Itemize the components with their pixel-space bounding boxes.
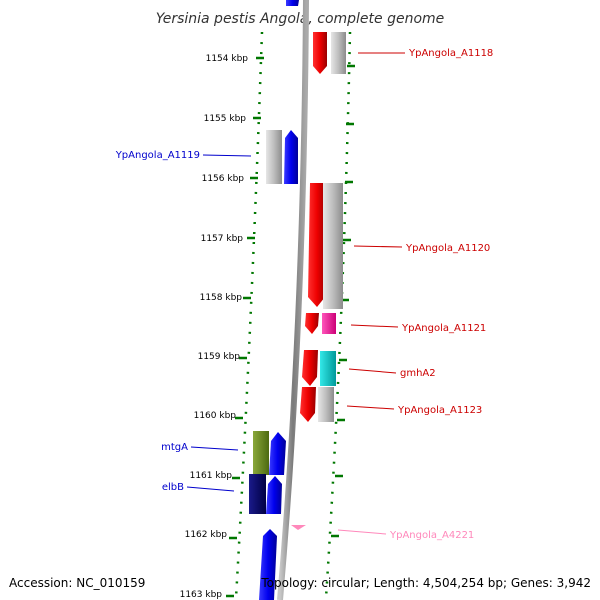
gene-label[interactable]: mtgA <box>161 442 188 453</box>
gene-arrow-YpAngola_A1123[interactable] <box>300 387 316 422</box>
tick-label: 1156 kbp <box>202 174 245 184</box>
genome-backbone <box>277 0 309 600</box>
accession-text: Accession: NC_010159 <box>9 576 145 590</box>
tick-label: 1159 kbp <box>198 352 241 362</box>
tick-label: 1155 kbp <box>204 114 247 124</box>
gene-label[interactable]: YpAngola_A1119 <box>115 150 200 161</box>
gene-arrow-elbB[interactable] <box>266 476 282 514</box>
gene-cog-box <box>322 313 336 334</box>
tick-label: 1154 kbp <box>206 54 249 64</box>
gene-cog-box <box>253 431 269 475</box>
gene-cog-box <box>318 387 334 422</box>
gene-cog-box <box>320 351 336 386</box>
map-title: Yersinia pestis Angola, complete genome <box>156 11 445 27</box>
genome-summary-text: Topology: circular; Length: 4,504,254 bp… <box>260 576 591 590</box>
gene-labels: YpAngola_A1118 YpAngola_A1119 YpAngola_A… <box>115 48 494 541</box>
tick-marks <box>226 56 355 598</box>
gene-arrow-gmhA2[interactable] <box>302 350 318 386</box>
tick-label: 1157 kbp <box>201 234 244 244</box>
gene-label[interactable]: YpAngola_A1118 <box>408 48 493 59</box>
tick-label: 1160 kbp <box>194 411 237 421</box>
gene-label[interactable]: YpAngola_A1121 <box>401 323 486 334</box>
tick-label: 1161 kbp <box>190 471 233 481</box>
gene-arrow-YpAngola_A4221[interactable] <box>291 525 306 530</box>
gene-label[interactable]: YpAngola_A1120 <box>405 243 490 254</box>
gene-cog-box <box>266 130 282 184</box>
label-leaders <box>186 52 405 535</box>
gene-arrow-YpAngola_A1121[interactable] <box>305 313 319 334</box>
gene-cog-box <box>331 32 346 74</box>
gene-arrow-YpAngola_A1118[interactable] <box>313 32 327 74</box>
tick-label: 1162 kbp <box>185 530 228 540</box>
gene-arrow-bottom-partial <box>259 529 277 600</box>
gene-label[interactable]: gmhA2 <box>400 368 436 379</box>
tick-label: 1163 kbp <box>180 590 223 600</box>
gene-cog-box <box>323 183 343 309</box>
gene-arrow-mtgA[interactable] <box>269 432 286 475</box>
gene-arrow-YpAngola_A1120[interactable] <box>308 183 326 307</box>
tick-label: 1158 kbp <box>200 293 243 303</box>
gene-label[interactable]: YpAngola_A4221 <box>389 530 474 541</box>
gene-arrow-YpAngola_A1119[interactable] <box>284 130 298 184</box>
gene-label[interactable]: elbB <box>162 482 184 493</box>
gene-label[interactable]: YpAngola_A1123 <box>397 405 482 416</box>
tick-labels: 1154 kbp 1155 kbp 1156 kbp 1157 kbp 1158… <box>180 54 249 600</box>
gene-cog-box <box>249 474 266 514</box>
gene-arrow-top-partial <box>286 0 299 6</box>
